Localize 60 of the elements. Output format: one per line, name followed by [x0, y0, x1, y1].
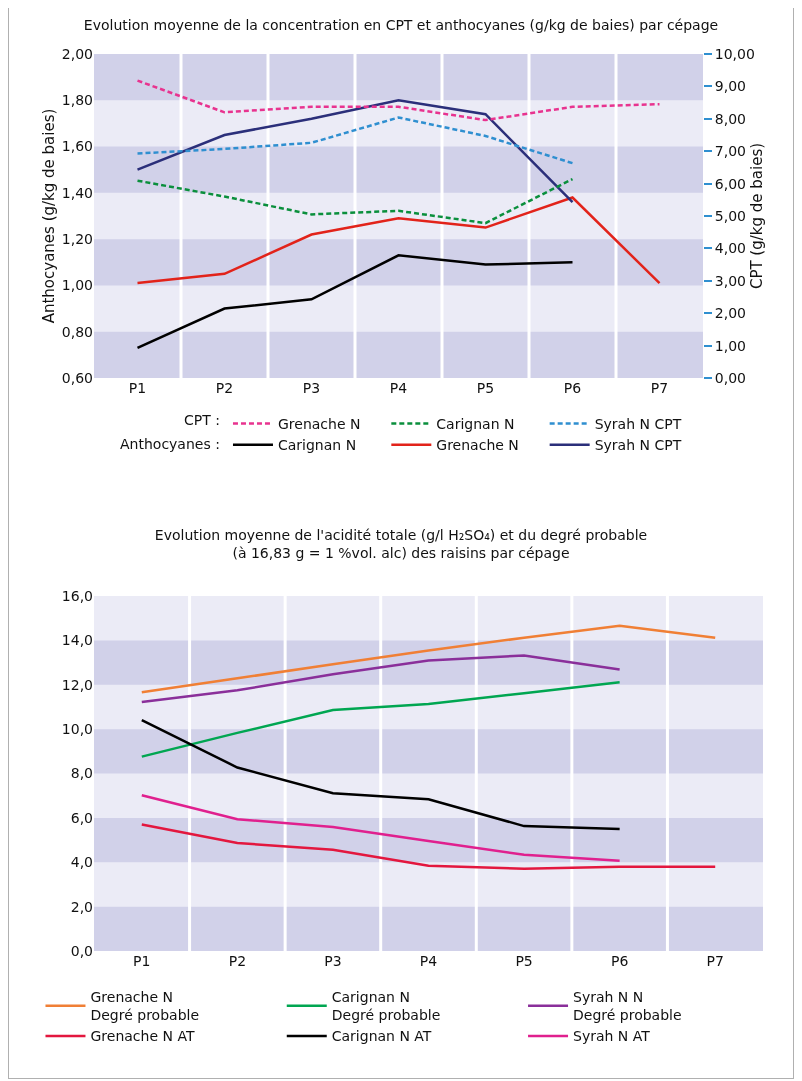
y2-tick-label: 10,00	[714, 45, 755, 62]
legend-label: Grenache N	[436, 437, 519, 454]
legend-label: Carignan N	[277, 437, 357, 454]
text: CPT :	[184, 412, 220, 428]
y-tick-label: 1,40	[61, 184, 93, 201]
y2-tick-label: 2,00	[714, 305, 746, 322]
x-tick-label: P4	[389, 380, 408, 396]
y-tick-label: 2,00	[61, 45, 93, 62]
y2-axis-title: CPT (g/kg de baies)	[747, 142, 766, 290]
legend-label: Syrah N CPT	[594, 416, 682, 433]
x-tick-label: P5	[476, 380, 495, 396]
x-tick-label: P3	[324, 953, 342, 969]
y-tick-label: 16,0	[61, 587, 93, 604]
x-tick-label: P2	[228, 953, 247, 969]
y2-tick-label: 7,00	[714, 143, 746, 160]
y-tick-label: 4,0	[70, 854, 93, 871]
y2-tick-label: 0,00	[714, 369, 746, 386]
legend-label: Syrah N CPT	[594, 437, 682, 454]
legend-label: Syrah N AT	[573, 1028, 651, 1045]
y2-tick-label: 8,00	[714, 110, 746, 127]
y-tick-label: 1,20	[61, 231, 93, 248]
legend-label: Grenache N	[277, 416, 361, 433]
y-tick-label: 14,0	[61, 632, 93, 649]
x-tick-label: P4	[419, 953, 438, 969]
y-tick-label: 1,60	[61, 138, 93, 155]
y2-tick-label: 5,00	[714, 207, 746, 224]
y-tick-label: 0,60	[61, 369, 93, 386]
x-tick-label: P2	[215, 380, 234, 396]
x-tick-label: P1	[133, 953, 151, 969]
y-tick-label: 0,0	[70, 942, 93, 959]
x-tick-label: P1	[128, 380, 147, 396]
legend-label: Carignan N Degré probable	[331, 989, 441, 1024]
legend-label: Syrah N N Degré probable	[573, 989, 682, 1024]
legend-label: Carignan N AT	[331, 1028, 432, 1045]
chart-title: Evolution moyenne de la concentration en CPT et anthocyanes (g/kg de baies) par cépage	[83, 16, 719, 33]
legend-label: Grenache N Degré probable	[90, 989, 200, 1024]
chart-title: Evolution moyenne de l'acidité totale (g/l H₂SO₄) et du degré probable (à 16,83 g = 1 %vol. alc) des raisins par cépage	[154, 527, 648, 562]
y2-tick-label: 4,00	[714, 240, 746, 257]
x-tick-label: P7	[706, 953, 724, 969]
legend-label: Grenache N AT	[90, 1028, 195, 1045]
y-tick-label: 1,80	[61, 92, 93, 109]
legend-label: Carignan N	[436, 416, 515, 433]
y-tick-label: 8,0	[70, 765, 93, 782]
x-tick-label: P5	[515, 953, 533, 969]
x-tick-label: P6	[563, 380, 582, 396]
y-axis-title: Anthocyanes (g/kg de baies)	[40, 108, 58, 324]
y2-tick-label: 1,00	[714, 337, 746, 354]
y2-tick-label: 9,00	[714, 78, 746, 95]
y-tick-label: 2,0	[70, 898, 93, 915]
y-tick-label: 12,0	[61, 676, 93, 693]
x-tick-label: P7	[650, 380, 669, 396]
y2-tick-label: 6,00	[714, 175, 746, 192]
x-tick-label: P6	[610, 953, 629, 969]
x-tick-label: P3	[302, 380, 321, 396]
y-tick-label: 0,80	[61, 323, 93, 340]
y-tick-label: 1,00	[61, 277, 93, 294]
y-tick-label: 6,0	[70, 809, 93, 826]
y2-tick-label: 3,00	[714, 272, 746, 289]
text: Anthocyanes :	[120, 436, 220, 452]
y-tick-label: 10,0	[61, 721, 93, 738]
